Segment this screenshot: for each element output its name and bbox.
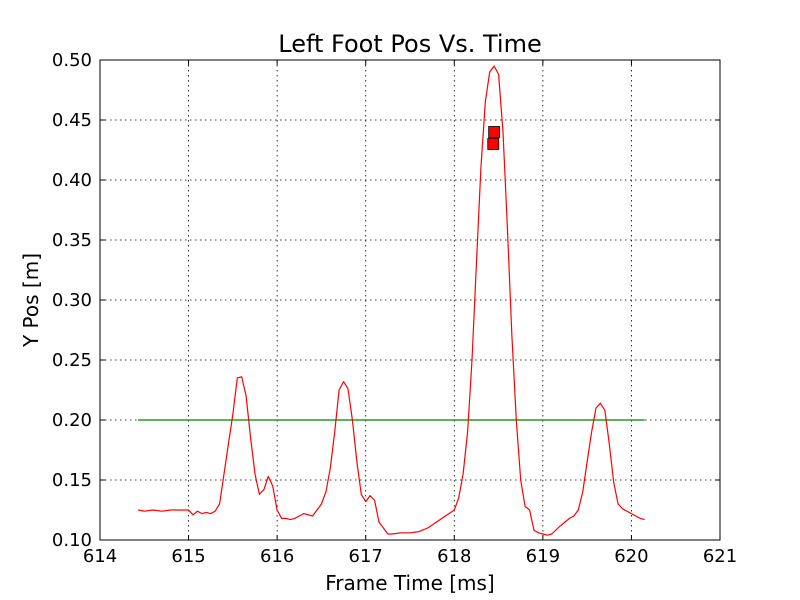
y-tick-label: 0.35 (52, 230, 92, 251)
chart-title: Left Foot Pos Vs. Time (278, 30, 541, 58)
square-marker (488, 126, 501, 138)
x-tick-label: 614 (83, 546, 117, 567)
y-tick-label: 0.10 (52, 530, 92, 551)
markers (487, 126, 501, 150)
y-tick-label: 0.50 (52, 50, 92, 71)
axis-ticks: 614 615 616 617 618 619 620 621 0.10 0.15 0.20 0.25… (52, 50, 737, 567)
x-tick-label: 617 (349, 546, 383, 567)
x-tick-label: 616 (260, 546, 294, 567)
x-tick-label: 621 (703, 546, 737, 567)
plot-series (137, 65, 645, 536)
y-tick-label: 0.45 (52, 110, 92, 131)
y-tick-label: 0.20 (52, 410, 92, 431)
square-marker (487, 138, 500, 150)
y-tick-label: 0.30 (52, 290, 92, 311)
y-tick-label: 0.40 (52, 170, 92, 191)
y-tick-label: 0.25 (52, 350, 92, 371)
x-tick-label: 618 (437, 546, 471, 567)
x-tick-label: 615 (171, 546, 205, 567)
foot-position-line (137, 65, 645, 536)
y-tick-label: 0.15 (52, 470, 92, 491)
x-tick-label: 619 (526, 546, 560, 567)
y-axis-label: Y Pos [m] (19, 253, 43, 348)
plot-frame (99, 59, 721, 541)
x-tick-label: 620 (614, 546, 648, 567)
x-axis-label: Frame Time [ms] (325, 571, 494, 595)
